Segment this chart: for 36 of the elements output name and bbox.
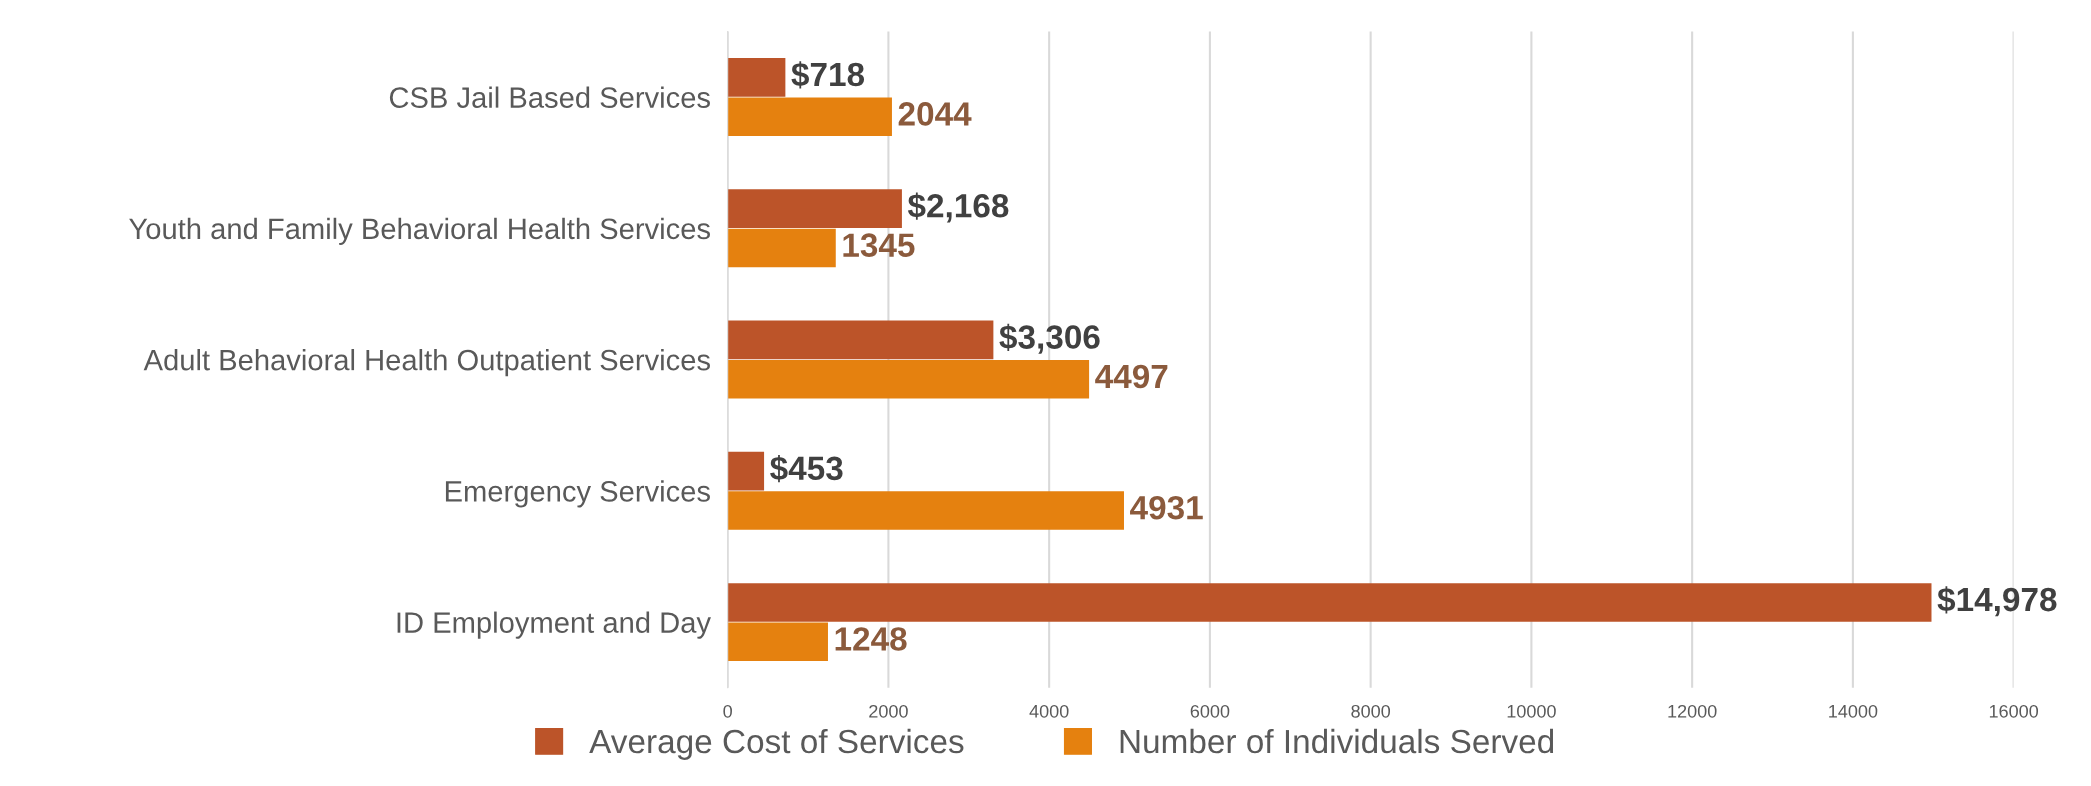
x-tick-label: 4000 (1029, 704, 1069, 718)
legend-label: Average Cost of Services (589, 728, 964, 760)
y-tick-label: Adult Behavioral Health Outpatient Services (143, 349, 710, 377)
data-label: 4931 (1130, 495, 1203, 520)
data-label: $2,168 (907, 192, 1009, 223)
y-tick-label: ID Employment and Day (397, 611, 711, 639)
data-label: 4497 (1095, 364, 1168, 389)
bar (727, 451, 765, 491)
bar (727, 359, 1090, 399)
data-label: $718 (791, 61, 865, 89)
data-label: $453 (770, 455, 843, 483)
x-tick-label: 6000 (1190, 704, 1230, 718)
bar (727, 491, 1124, 530)
data-label: 2044 (898, 102, 972, 126)
x-tick-label: 0 (723, 704, 732, 718)
data-label: 1345 (843, 233, 915, 258)
x-tick-label: 10000 (1507, 704, 1556, 718)
data-label: $14,978 (1937, 586, 2057, 617)
bar (727, 228, 836, 268)
legend-label: Number of Individuals Served (1120, 728, 1554, 754)
bar (727, 583, 1932, 622)
y-tick-label: Emergency Services (445, 480, 710, 508)
x-tick-label: 16000 (1989, 704, 2039, 718)
x-tick-label: 8000 (1351, 704, 1391, 718)
bar (727, 97, 892, 137)
x-tick-label: 2000 (869, 704, 908, 718)
data-label: $3,306 (999, 323, 1100, 354)
bar (727, 189, 902, 228)
bar (727, 320, 994, 360)
y-tick-label: CSB Jail Based Services (389, 86, 710, 108)
y-tick-label: Youth and Family Behavioral Health Services (129, 217, 710, 245)
x-tick-label: 12000 (1668, 704, 1717, 718)
bar (727, 58, 786, 97)
data-label: 1248 (835, 627, 907, 651)
x-tick-label: 14000 (1829, 704, 1878, 718)
bar (727, 622, 828, 662)
